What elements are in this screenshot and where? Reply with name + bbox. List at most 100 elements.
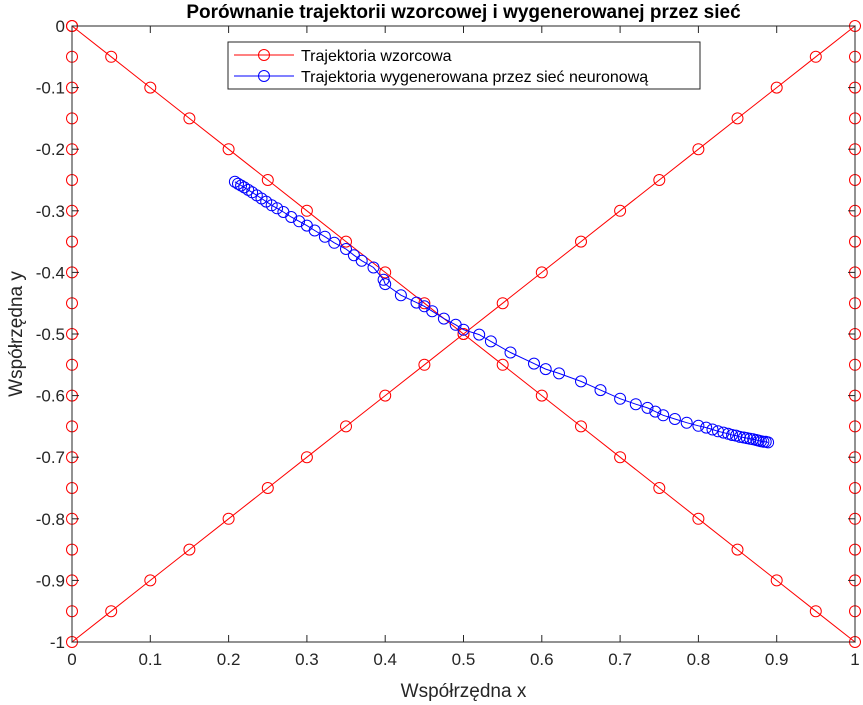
y-tick-label: -0.4 bbox=[36, 263, 65, 282]
legend-marker bbox=[258, 70, 270, 82]
series-1-point bbox=[770, 574, 783, 587]
series-2-point bbox=[426, 305, 439, 318]
series-2-point bbox=[437, 312, 450, 325]
series-1-point bbox=[731, 543, 744, 556]
legend: Trajektoria wzorcowa Trajektoria wygenero… bbox=[227, 41, 701, 90]
series-1-point bbox=[105, 50, 118, 63]
series-1-point bbox=[575, 235, 587, 248]
series-2-point bbox=[706, 423, 719, 436]
legend-marker bbox=[258, 49, 270, 61]
series-1-point bbox=[379, 389, 392, 402]
series-1-point bbox=[809, 50, 822, 63]
series-1-point bbox=[418, 358, 431, 371]
x-tick-label: 0 bbox=[67, 650, 76, 669]
series-1-point bbox=[261, 174, 274, 186]
series-2-point bbox=[762, 436, 775, 449]
series-2-point bbox=[367, 261, 380, 274]
series-2-point bbox=[504, 346, 517, 359]
series-1-point bbox=[300, 204, 313, 217]
plot-marks bbox=[66, 20, 861, 648]
y-tick-label: -0.6 bbox=[36, 387, 65, 406]
series-2-point bbox=[235, 179, 248, 192]
series-1-point bbox=[496, 297, 509, 310]
series-2-point bbox=[340, 243, 352, 255]
series-1-point bbox=[457, 328, 470, 340]
series-1-point bbox=[222, 512, 235, 525]
series-2-point bbox=[355, 254, 368, 267]
y-axis-label: Współrzędna y bbox=[6, 271, 27, 397]
series-2-point bbox=[594, 384, 607, 397]
series-2 bbox=[228, 175, 775, 449]
series-1-point bbox=[535, 389, 548, 402]
series-1-point bbox=[653, 174, 666, 186]
series-1-point bbox=[653, 482, 666, 494]
series-1-point bbox=[340, 235, 352, 248]
series-1-point bbox=[692, 512, 705, 525]
x-tick-label: 1 bbox=[850, 650, 859, 669]
legend-entry: Trajektoria wygenerowana przez sieć neur… bbox=[234, 69, 648, 86]
series-1-point bbox=[614, 204, 627, 217]
x-tick-label: 0.8 bbox=[687, 650, 711, 669]
series-2-point bbox=[271, 202, 284, 215]
y-tick-label: 0 bbox=[56, 17, 65, 36]
series-1-point bbox=[144, 574, 157, 587]
y-tick-label: -0.5 bbox=[36, 325, 65, 344]
series-2-point bbox=[649, 405, 662, 418]
series-1 bbox=[66, 20, 861, 648]
x-tick-label: 0.2 bbox=[217, 650, 241, 669]
series-1-point bbox=[222, 143, 235, 156]
y-axis: 0 -0.1 -0.2 -0.3 -0.4 -0.5 -0.6 -0.7 -0.8 -0.9 -1 bbox=[36, 17, 855, 652]
y-tick-label: -0.1 bbox=[36, 79, 65, 98]
y-tick-label: -1 bbox=[50, 633, 65, 652]
series-1-point bbox=[379, 266, 392, 279]
x-tick-label: 0.1 bbox=[138, 650, 162, 669]
series-1-point bbox=[614, 451, 627, 464]
y-tick-label: -0.8 bbox=[36, 510, 65, 529]
series-2-point bbox=[641, 401, 654, 414]
x-tick-label: 0.5 bbox=[452, 650, 476, 669]
legend-entry: Trajektoria wzorcowa bbox=[234, 48, 452, 65]
series-2-point bbox=[293, 215, 306, 228]
series-2-point bbox=[242, 183, 255, 196]
series-1-point bbox=[692, 143, 705, 156]
series-2-point bbox=[318, 230, 331, 243]
series-2-point bbox=[726, 429, 739, 441]
series-1-point bbox=[340, 420, 352, 433]
chart-title: Porównanie trajektorii wzorcowej i wygen… bbox=[186, 2, 741, 23]
x-axis-label: Współrzędna x bbox=[401, 681, 527, 702]
series-2-point bbox=[394, 289, 407, 302]
series-2-point bbox=[308, 224, 321, 237]
y-tick-label: -0.2 bbox=[36, 140, 65, 159]
series-2-point bbox=[328, 236, 341, 249]
series-2-point bbox=[232, 177, 244, 190]
series-1-point bbox=[535, 266, 548, 279]
x-tick-label: 0.4 bbox=[373, 650, 397, 669]
series-2-point bbox=[717, 426, 730, 439]
series-2-point bbox=[484, 335, 497, 348]
series-1-point bbox=[731, 112, 744, 125]
y-tick-label: -0.7 bbox=[36, 448, 65, 467]
series-1-point bbox=[300, 451, 313, 464]
series-2-line bbox=[234, 181, 769, 443]
legend-label: Trajektoria wzorcowa bbox=[301, 48, 452, 65]
series-2-point bbox=[657, 409, 670, 422]
series-1-point bbox=[770, 81, 783, 94]
series-2-point bbox=[668, 413, 681, 425]
x-axis: 0 0.1 0.2 0.3 0.4 0.5 0.6 0.7 0.8 0.9 1 bbox=[67, 26, 860, 669]
series-2-point bbox=[680, 416, 693, 429]
series-2-point bbox=[473, 328, 486, 341]
y-tick-label: -0.9 bbox=[36, 571, 65, 590]
series-2-point bbox=[575, 375, 587, 388]
x-tick-label: 0.9 bbox=[765, 650, 789, 669]
series-1-line bbox=[71, 24, 856, 644]
series-2-point bbox=[629, 398, 642, 411]
series-1-point bbox=[183, 543, 196, 556]
y-tick-label: -0.3 bbox=[36, 202, 65, 221]
series-2-point bbox=[528, 357, 540, 370]
series-2-point bbox=[285, 211, 298, 223]
x-tick-label: 0.7 bbox=[608, 650, 632, 669]
series-2-point bbox=[692, 419, 705, 432]
series-2-point bbox=[379, 278, 392, 291]
series-2-point bbox=[553, 367, 565, 380]
